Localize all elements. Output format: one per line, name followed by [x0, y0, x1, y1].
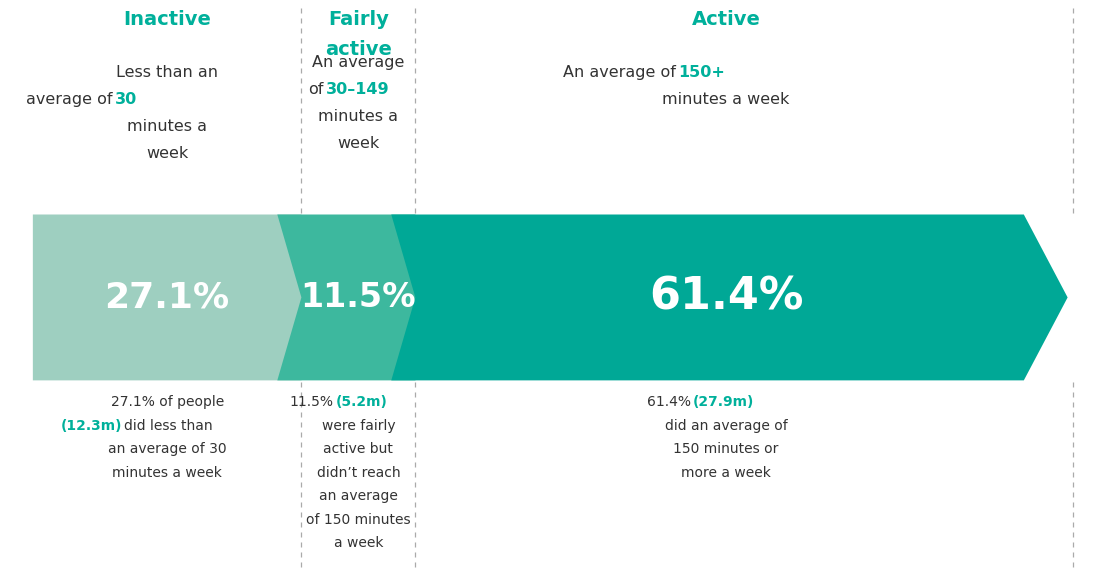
- Text: 61.4%: 61.4%: [647, 395, 691, 410]
- Text: minutes a week: minutes a week: [112, 466, 222, 480]
- Text: an average: an average: [319, 490, 397, 503]
- Text: minutes a: minutes a: [127, 119, 207, 134]
- Text: 150+: 150+: [678, 65, 725, 80]
- Text: Inactive: Inactive: [124, 10, 211, 29]
- Text: 27.1%: 27.1%: [104, 280, 230, 315]
- Text: were fairly: were fairly: [322, 419, 395, 433]
- Text: minutes a week: minutes a week: [662, 92, 789, 107]
- Text: active: active: [325, 39, 392, 59]
- Text: 61.4%: 61.4%: [649, 276, 804, 319]
- Text: 11.5%: 11.5%: [289, 395, 333, 410]
- Text: week: week: [337, 136, 380, 151]
- Text: (5.2m): (5.2m): [335, 395, 388, 410]
- Text: 150 minutes or: 150 minutes or: [673, 442, 779, 456]
- Text: a week: a week: [334, 537, 383, 550]
- Text: Less than an: Less than an: [116, 65, 218, 80]
- Text: of: of: [308, 82, 323, 97]
- Text: of 150 minutes: of 150 minutes: [307, 513, 411, 527]
- Text: An average of: An average of: [563, 65, 677, 80]
- Text: (27.9m): (27.9m): [693, 395, 754, 410]
- Text: an average of 30: an average of 30: [107, 442, 227, 456]
- Text: active but: active but: [323, 442, 393, 456]
- Text: Active: Active: [692, 10, 761, 29]
- Text: didn’t reach: didn’t reach: [316, 466, 400, 480]
- Text: 30–149: 30–149: [325, 82, 389, 97]
- Text: Fairly: Fairly: [327, 10, 389, 29]
- Text: An average: An average: [312, 55, 404, 70]
- Text: 11.5%: 11.5%: [301, 281, 416, 314]
- Text: did an average of: did an average of: [665, 419, 787, 433]
- Text: week: week: [146, 146, 188, 161]
- Polygon shape: [391, 214, 1068, 380]
- Text: 27.1% of people: 27.1% of people: [111, 395, 223, 410]
- Text: 30: 30: [115, 92, 137, 107]
- Text: did less than: did less than: [124, 419, 212, 433]
- Polygon shape: [33, 214, 345, 380]
- Text: minutes a: minutes a: [319, 109, 399, 124]
- Text: average of: average of: [25, 92, 112, 107]
- Polygon shape: [277, 214, 459, 380]
- Text: (12.3m): (12.3m): [60, 419, 123, 433]
- Text: more a week: more a week: [681, 466, 771, 480]
